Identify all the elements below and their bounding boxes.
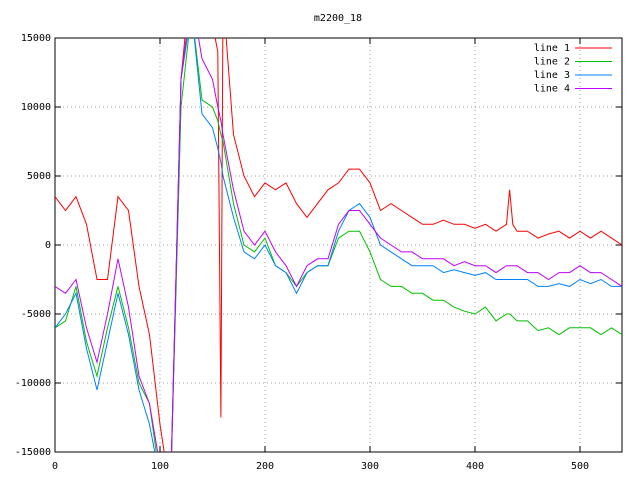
y-tick-label: -10000 xyxy=(15,378,51,389)
y-tick-label: 10000 xyxy=(21,102,51,113)
data-line xyxy=(55,38,622,452)
y-tick-label: 0 xyxy=(45,240,51,251)
y-tick-label: 15000 xyxy=(21,33,51,44)
x-tick-label: 0 xyxy=(52,461,58,472)
y-tick-label: -15000 xyxy=(15,447,51,458)
legend-label: line 1 xyxy=(534,43,570,54)
x-tick-label: 300 xyxy=(361,461,379,472)
legend-label: line 2 xyxy=(534,57,570,68)
legend-label: line 4 xyxy=(534,84,570,95)
x-tick-label: 200 xyxy=(256,461,274,472)
plot-area xyxy=(55,38,622,452)
chart-title: m2200_18 xyxy=(314,13,362,24)
plot-border xyxy=(54,37,623,453)
data-line xyxy=(55,38,622,452)
data-line xyxy=(55,38,622,452)
y-tick-label: 5000 xyxy=(27,171,51,182)
x-tick-label: 400 xyxy=(466,461,484,472)
x-tick-label: 500 xyxy=(571,461,589,472)
x-tick-label: 100 xyxy=(151,461,169,472)
legend-label: line 3 xyxy=(534,70,570,81)
y-tick-label: -5000 xyxy=(21,309,51,320)
data-line xyxy=(55,38,622,452)
